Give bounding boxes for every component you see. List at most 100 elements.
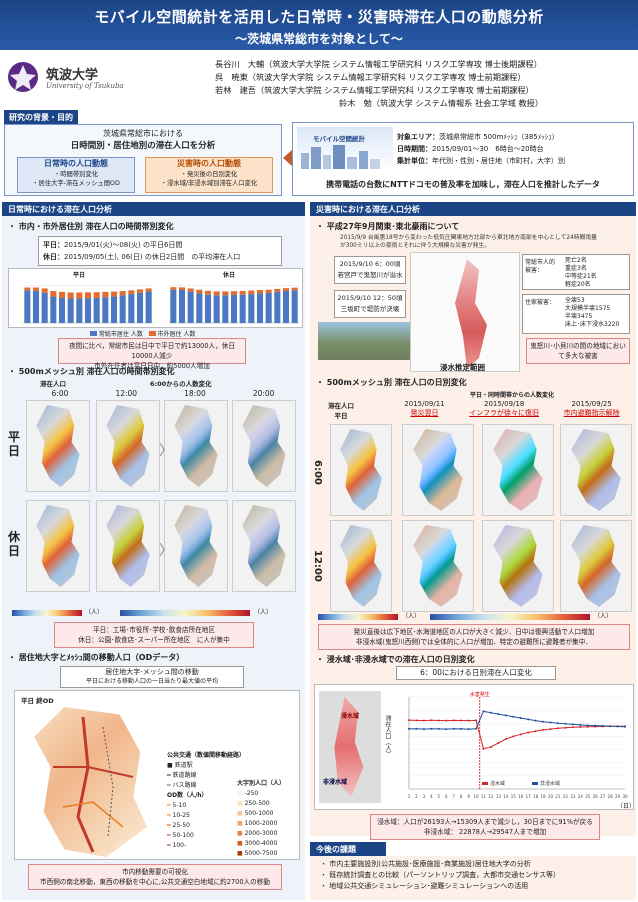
chart-title-holiday: 休日 [223,272,236,279]
mesh-sub-left: 滞在人口 [40,380,66,388]
x-tick-label: 7 [452,794,455,799]
author-2: 呉 暁東（筑波大学大学院 システム情報工学研究科 リスク工学専攻 博士前期課程） [215,72,526,82]
map-holiday-12 [96,500,160,592]
map-holiday-18 [164,500,228,592]
bar-city [67,298,74,323]
damage-2-0: 全壊53 [565,297,585,304]
data-point [415,719,418,722]
flood-in-label: 浸水域 [341,713,360,720]
time-6: 6:00 [51,389,69,398]
data-point [408,719,410,722]
map-daily-0918-6 [482,424,554,516]
bar-city [32,290,40,323]
x-tick-label: 17 [526,794,532,799]
mesh-sub-right: 6:00からの人数変化 [150,380,212,388]
weekday-value: 2015/9/01(火)〜08(火) の平日6日間 [64,241,183,249]
weekday-bar-chart [23,285,153,324]
x-tick-label: 18 [533,794,539,799]
bar-outside [274,288,281,292]
bar-outside [136,289,144,293]
data-point [408,727,410,730]
bar-city [256,293,264,323]
x-tick-label: 15 [511,794,517,799]
data-point [489,745,492,748]
holiday-bar-chart [169,285,299,324]
bar-city [76,298,83,323]
data-point [519,733,522,736]
line-chart-xlabel: （日） [617,803,636,810]
line-chart-panel: 浸水域 非浸水域 滞在人口（人） 1 2 3 4 5 6 7 8 9 10 11 12 13 14 15 16… [314,684,636,810]
series-line [408,719,625,750]
future-3: 地域公共交通シミュレーション･避難シミュレーションへの活用 [329,882,529,890]
data-point [452,719,455,722]
bar-legend: 常総市居住 人数 市外居住 人数 [90,329,195,338]
x-tick-label: 10 [473,794,479,799]
bar-outside [204,290,212,295]
od-legend-title: 公共交通（数値間移動経路） [167,752,246,759]
bar-city [239,294,246,323]
left-section-title: 日常時における滞在人口分析 [2,202,305,216]
x-tick-label: 29 [615,794,621,799]
od-bin-1: 5-10 [172,802,187,809]
map-daily-0918-12 [482,520,554,612]
data-point [437,719,440,722]
bar-outside [230,291,238,296]
left-bullet-1: ・ 市内・市外居住別 滞在人口の時間帯別変化 [8,222,174,231]
bar-outside [67,292,74,299]
data-point [512,715,515,718]
daily-left-1: 滞在人口 [328,402,354,410]
bar-outside [32,287,40,291]
data-point [564,726,567,729]
data-point [497,713,500,716]
bar-city [274,291,281,323]
od-map-panel: 平日 終OD 公共交通（数値間移動経路） ■ 鉄道駅 ━ 鉄道路線 ┅ バス路線… [14,690,300,860]
bg-line1: 茨城県常総市における [103,129,183,138]
note-5: 浸水域：人口が26193人→15309人まで減少し，30日までに91%が戻る 非… [370,814,600,840]
data-point [467,719,470,722]
data-point [415,727,418,730]
future-list: ・ 市内主要施設別(公共施設･医療施設･商業施設)居住地大字の分析 ・ 既存統計… [310,856,636,900]
data-point [601,724,604,727]
x-tick-label: 3 [423,794,426,799]
data-point [549,721,552,724]
bar-outside [93,292,100,298]
time-18: 18:00 [184,389,206,398]
x-tick-label: 16 [518,794,524,799]
damage-label-1: 常総市人的被害： [525,259,556,274]
future-2: 既存統計調査との比較（パーソントリップ調査，大都市交通センサス等） [329,871,561,879]
target-value: 茨城県常総市 500mﾒｯｼｭ（385ﾒｯｼｭ） [439,133,559,141]
bar-city [41,292,48,323]
bar-outside [110,291,118,297]
bar-outside [50,290,57,297]
data-point [504,714,507,717]
right-bullet-1: ・ 平成27年9月関東･東北豪雨について [316,222,460,231]
timeline-2: 2015/9/10 12：50頃 三坂町で堤防が決壊 [334,290,406,318]
od-bin-5: 100- [172,842,187,849]
timeline-1-time: 2015/9/10 6：00頃 [339,260,401,268]
damage-2-list: 全壊53 大規模半壊1575 半壊3475 床上･床下浸水3220 [565,297,619,329]
damage-1-3: 軽症20名 [565,281,591,288]
bar-outside [41,288,48,293]
data-point [527,718,530,721]
bar-city [145,291,152,323]
legend-swatch [532,782,538,785]
bar-outside [222,291,229,296]
daily-sub: 平日・同時間帯からの人数変化 [470,392,555,399]
day-labels: 2015/09/11 発災翌日 2015/09/18 インフラが徐々に復旧 2015… [392,400,632,418]
pop-bin-2: 250-500 [244,800,270,807]
damage-2-3: 床上･床下浸水3220 [565,321,620,328]
future-1: 市内主要施設別(公共施設･医療施設･商業施設)居住地大字の分析 [329,860,531,868]
data-point [445,719,448,722]
bar-city [230,295,238,323]
damage-2-1: 大規模半壊1575 [565,305,611,312]
poster-title: モバイル空間統計を活用した日常時・災害時滞在人口の動態分析 [94,8,544,26]
bar-outside [102,291,109,298]
note-3b: 市西側の南北移動，東西の移動を中心に,公共交通空白地域に約2700人の移動 [40,878,270,886]
data-point [556,727,559,730]
bar-outside [76,292,83,299]
disaster-box: 災害時の人口動態 ・発災後の日別変化 ・浸水域/非浸水域別滞在人口変化 [145,157,273,193]
x-tick-label: 20 [548,794,554,799]
map-daily-0925-12 [560,520,632,612]
legend-label: 浸水域 [490,780,505,787]
bar-city [213,295,220,323]
